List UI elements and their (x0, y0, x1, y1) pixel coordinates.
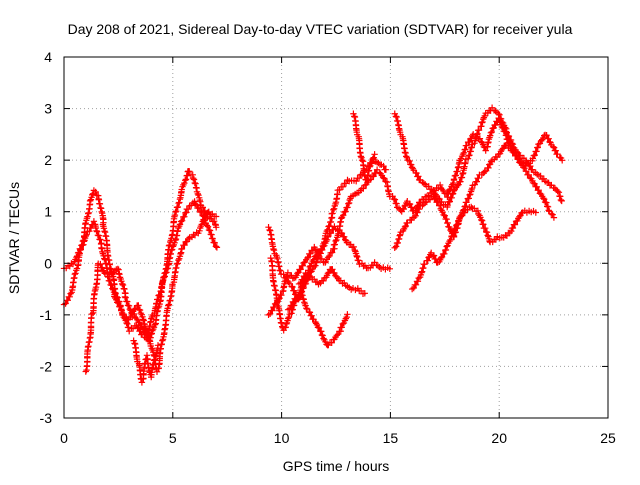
data-point-markers (295, 266, 368, 297)
chart-title: Day 208 of 2021, Sidereal Day-to-day VTE… (68, 21, 573, 37)
data-layer (60, 104, 566, 386)
x-tick-label: 15 (383, 430, 399, 446)
series-arc3 (82, 208, 220, 375)
data-point-markers (389, 104, 565, 215)
x-tick-label: 0 (60, 430, 68, 446)
x-tick-label: 5 (169, 430, 177, 446)
series-arc2 (60, 198, 221, 339)
series-arc9 (295, 266, 368, 297)
series-arc14 (408, 203, 539, 293)
x-tick-label: 10 (274, 430, 290, 446)
y-tick-label: -1 (40, 307, 53, 323)
data-point-markers (284, 291, 351, 349)
data-point-markers (408, 203, 539, 293)
series-arc10 (350, 110, 378, 184)
y-tick-label: 3 (44, 101, 52, 117)
series-arc4 (130, 337, 162, 386)
y-tick-label: -2 (40, 358, 53, 374)
axis-layer: 0 5 10 15 20 25 -3 -2 -1 0 1 2 3 4 (40, 49, 616, 446)
data-point-markers (265, 223, 393, 319)
plot-frame (63, 56, 609, 419)
series-arc1 (60, 168, 220, 345)
data-point-markers (60, 198, 221, 339)
x-tick-label: 25 (600, 430, 616, 446)
series-arc8 (284, 291, 351, 349)
series-arc5 (265, 223, 393, 319)
data-point-markers (130, 337, 162, 386)
data-point-markers (267, 166, 393, 334)
series-arc11 (389, 104, 565, 215)
y-tick-label: 1 (44, 204, 52, 220)
y-tick-label: 4 (44, 49, 52, 65)
y-tick-label: 0 (44, 255, 52, 271)
y-tick-label: -3 (40, 410, 53, 426)
data-point-markers (82, 208, 220, 375)
y-tick-label: 2 (44, 152, 52, 168)
series-arc7 (267, 166, 393, 334)
data-point-markers (350, 110, 378, 184)
x-axis-label: GPS time / hours (283, 458, 390, 474)
data-point-markers (60, 168, 220, 345)
y-axis-label: SDTVAR / TECUs (6, 182, 22, 294)
x-tick-label: 20 (491, 430, 507, 446)
